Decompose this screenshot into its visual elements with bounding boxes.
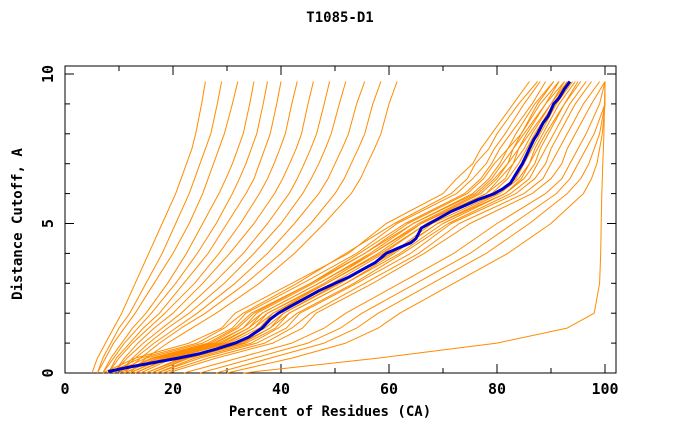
x-tick-label: 20 bbox=[164, 380, 182, 398]
model-curve bbox=[243, 81, 606, 374]
model-curve bbox=[118, 81, 547, 374]
model-curve bbox=[183, 81, 606, 374]
model-curve bbox=[102, 81, 268, 374]
model-curve bbox=[199, 81, 606, 374]
x-tick-label: 80 bbox=[488, 380, 506, 398]
model-curve bbox=[124, 81, 382, 374]
x-tick-label: 40 bbox=[272, 380, 290, 398]
model-curve bbox=[118, 81, 347, 374]
model-curve bbox=[162, 81, 601, 374]
model-curve bbox=[107, 81, 298, 374]
model-curve bbox=[216, 81, 606, 374]
model-curve bbox=[102, 81, 255, 374]
model-curve bbox=[151, 81, 582, 374]
model-curve bbox=[167, 81, 606, 374]
x-tick-label: 0 bbox=[60, 380, 69, 398]
model-curve bbox=[102, 81, 530, 374]
model-curve bbox=[156, 81, 592, 374]
model-curve bbox=[113, 81, 331, 374]
model-curve bbox=[118, 81, 555, 374]
y-tick-label: 10 bbox=[39, 65, 57, 83]
model-curve bbox=[156, 81, 587, 374]
model-curve bbox=[129, 81, 398, 374]
y-tick-label: 0 bbox=[39, 368, 57, 377]
highlight-curve bbox=[107, 80, 572, 373]
x-tick-label: 100 bbox=[591, 380, 618, 398]
model-curve bbox=[113, 81, 541, 374]
model-curve bbox=[151, 81, 579, 374]
model-curve bbox=[129, 81, 560, 374]
model-curve bbox=[124, 81, 560, 374]
model-curve bbox=[129, 81, 565, 374]
plot-frame bbox=[64, 65, 617, 374]
model-curve bbox=[226, 81, 606, 374]
model-curve bbox=[107, 81, 538, 374]
model-curve bbox=[96, 81, 239, 374]
y-tick-label: 5 bbox=[39, 219, 57, 228]
model-curve bbox=[118, 81, 366, 374]
model-curve bbox=[134, 81, 565, 374]
x-tick-label: 60 bbox=[380, 380, 398, 398]
model-curve bbox=[91, 81, 206, 374]
x-axis-label: Percent of Residues (CA) bbox=[228, 404, 432, 420]
model-curve bbox=[96, 81, 223, 374]
model-curve bbox=[113, 81, 314, 374]
model-curve bbox=[107, 81, 282, 374]
chart-title: T1085-D1 bbox=[306, 10, 374, 26]
